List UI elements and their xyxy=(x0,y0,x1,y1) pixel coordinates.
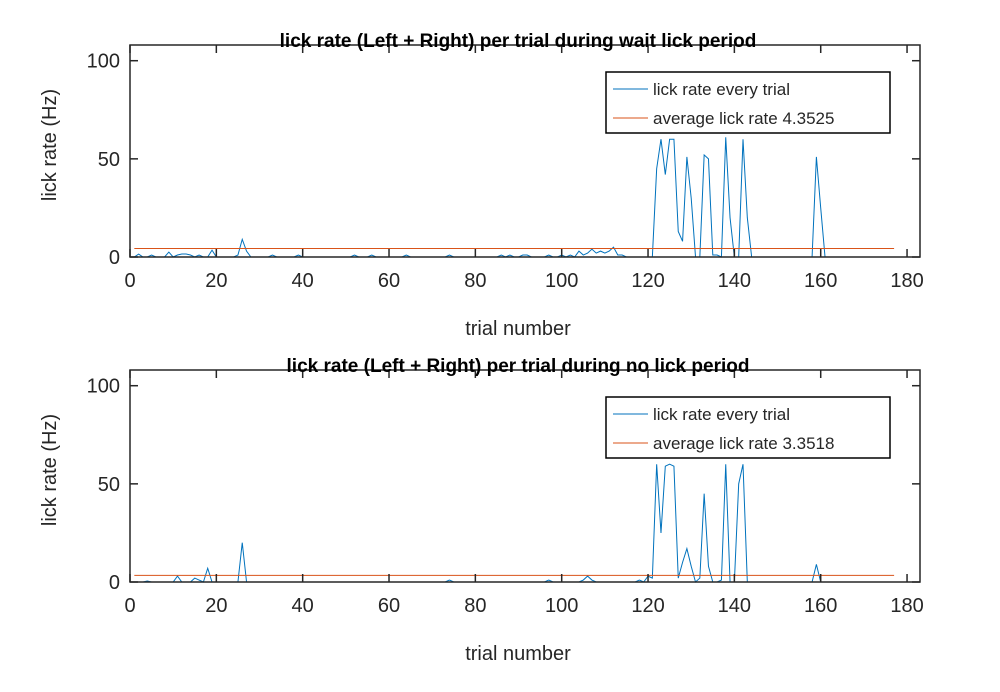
x-axis-label: trial number xyxy=(465,318,571,340)
x-tick-label: 120 xyxy=(631,270,664,292)
y-tick-label: 100 xyxy=(87,376,120,398)
x-tick-label: 140 xyxy=(718,270,751,292)
x-tick-label: 20 xyxy=(205,595,227,617)
chart-title: lick rate (Left + Right) per trial durin… xyxy=(287,356,750,377)
x-tick-label: 80 xyxy=(464,270,486,292)
x-tick-label: 60 xyxy=(378,270,400,292)
x-tick-label: 0 xyxy=(124,270,135,292)
x-tick-label: 180 xyxy=(890,595,923,617)
x-axis-label: trial number xyxy=(465,643,571,665)
x-tick-label: 40 xyxy=(292,270,314,292)
x-tick-label: 160 xyxy=(804,595,837,617)
y-axis-label: lick rate (Hz) xyxy=(39,89,61,201)
x-tick-label: 160 xyxy=(804,270,837,292)
x-tick-label: 0 xyxy=(124,595,135,617)
x-tick-label: 80 xyxy=(464,595,486,617)
y-tick-label: 50 xyxy=(98,149,120,171)
y-axis-label: lick rate (Hz) xyxy=(39,414,61,526)
x-tick-label: 40 xyxy=(292,595,314,617)
x-tick-label: 140 xyxy=(718,595,751,617)
y-tick-label: 50 xyxy=(98,474,120,496)
x-tick-label: 60 xyxy=(378,595,400,617)
x-tick-label: 100 xyxy=(545,595,578,617)
legend-label: average lick rate 4.3525 xyxy=(653,109,834,128)
axes-box xyxy=(129,369,921,583)
y-tick-label: 0 xyxy=(109,572,120,594)
x-tick-label: 20 xyxy=(205,270,227,292)
legend-box xyxy=(605,71,891,134)
y-tick-label: 0 xyxy=(109,247,120,269)
axes-box xyxy=(129,44,921,258)
chart-title: lick rate (Left + Right) per trial durin… xyxy=(280,31,757,52)
data-line xyxy=(134,137,895,258)
x-tick-label: 100 xyxy=(545,270,578,292)
x-tick-label: 120 xyxy=(631,595,664,617)
legend-label: lick rate every trial xyxy=(653,405,790,424)
legend-label: lick rate every trial xyxy=(653,80,790,99)
x-tick-label: 180 xyxy=(890,270,923,292)
legend-label: average lick rate 3.3518 xyxy=(653,434,834,453)
data-line xyxy=(134,463,895,583)
y-tick-label: 100 xyxy=(87,51,120,73)
legend-box xyxy=(605,396,891,459)
